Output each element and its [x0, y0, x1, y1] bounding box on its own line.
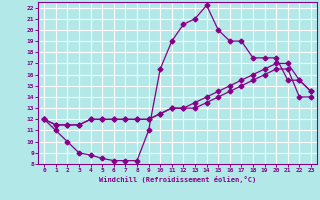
X-axis label: Windchill (Refroidissement éolien,°C): Windchill (Refroidissement éolien,°C): [99, 176, 256, 183]
